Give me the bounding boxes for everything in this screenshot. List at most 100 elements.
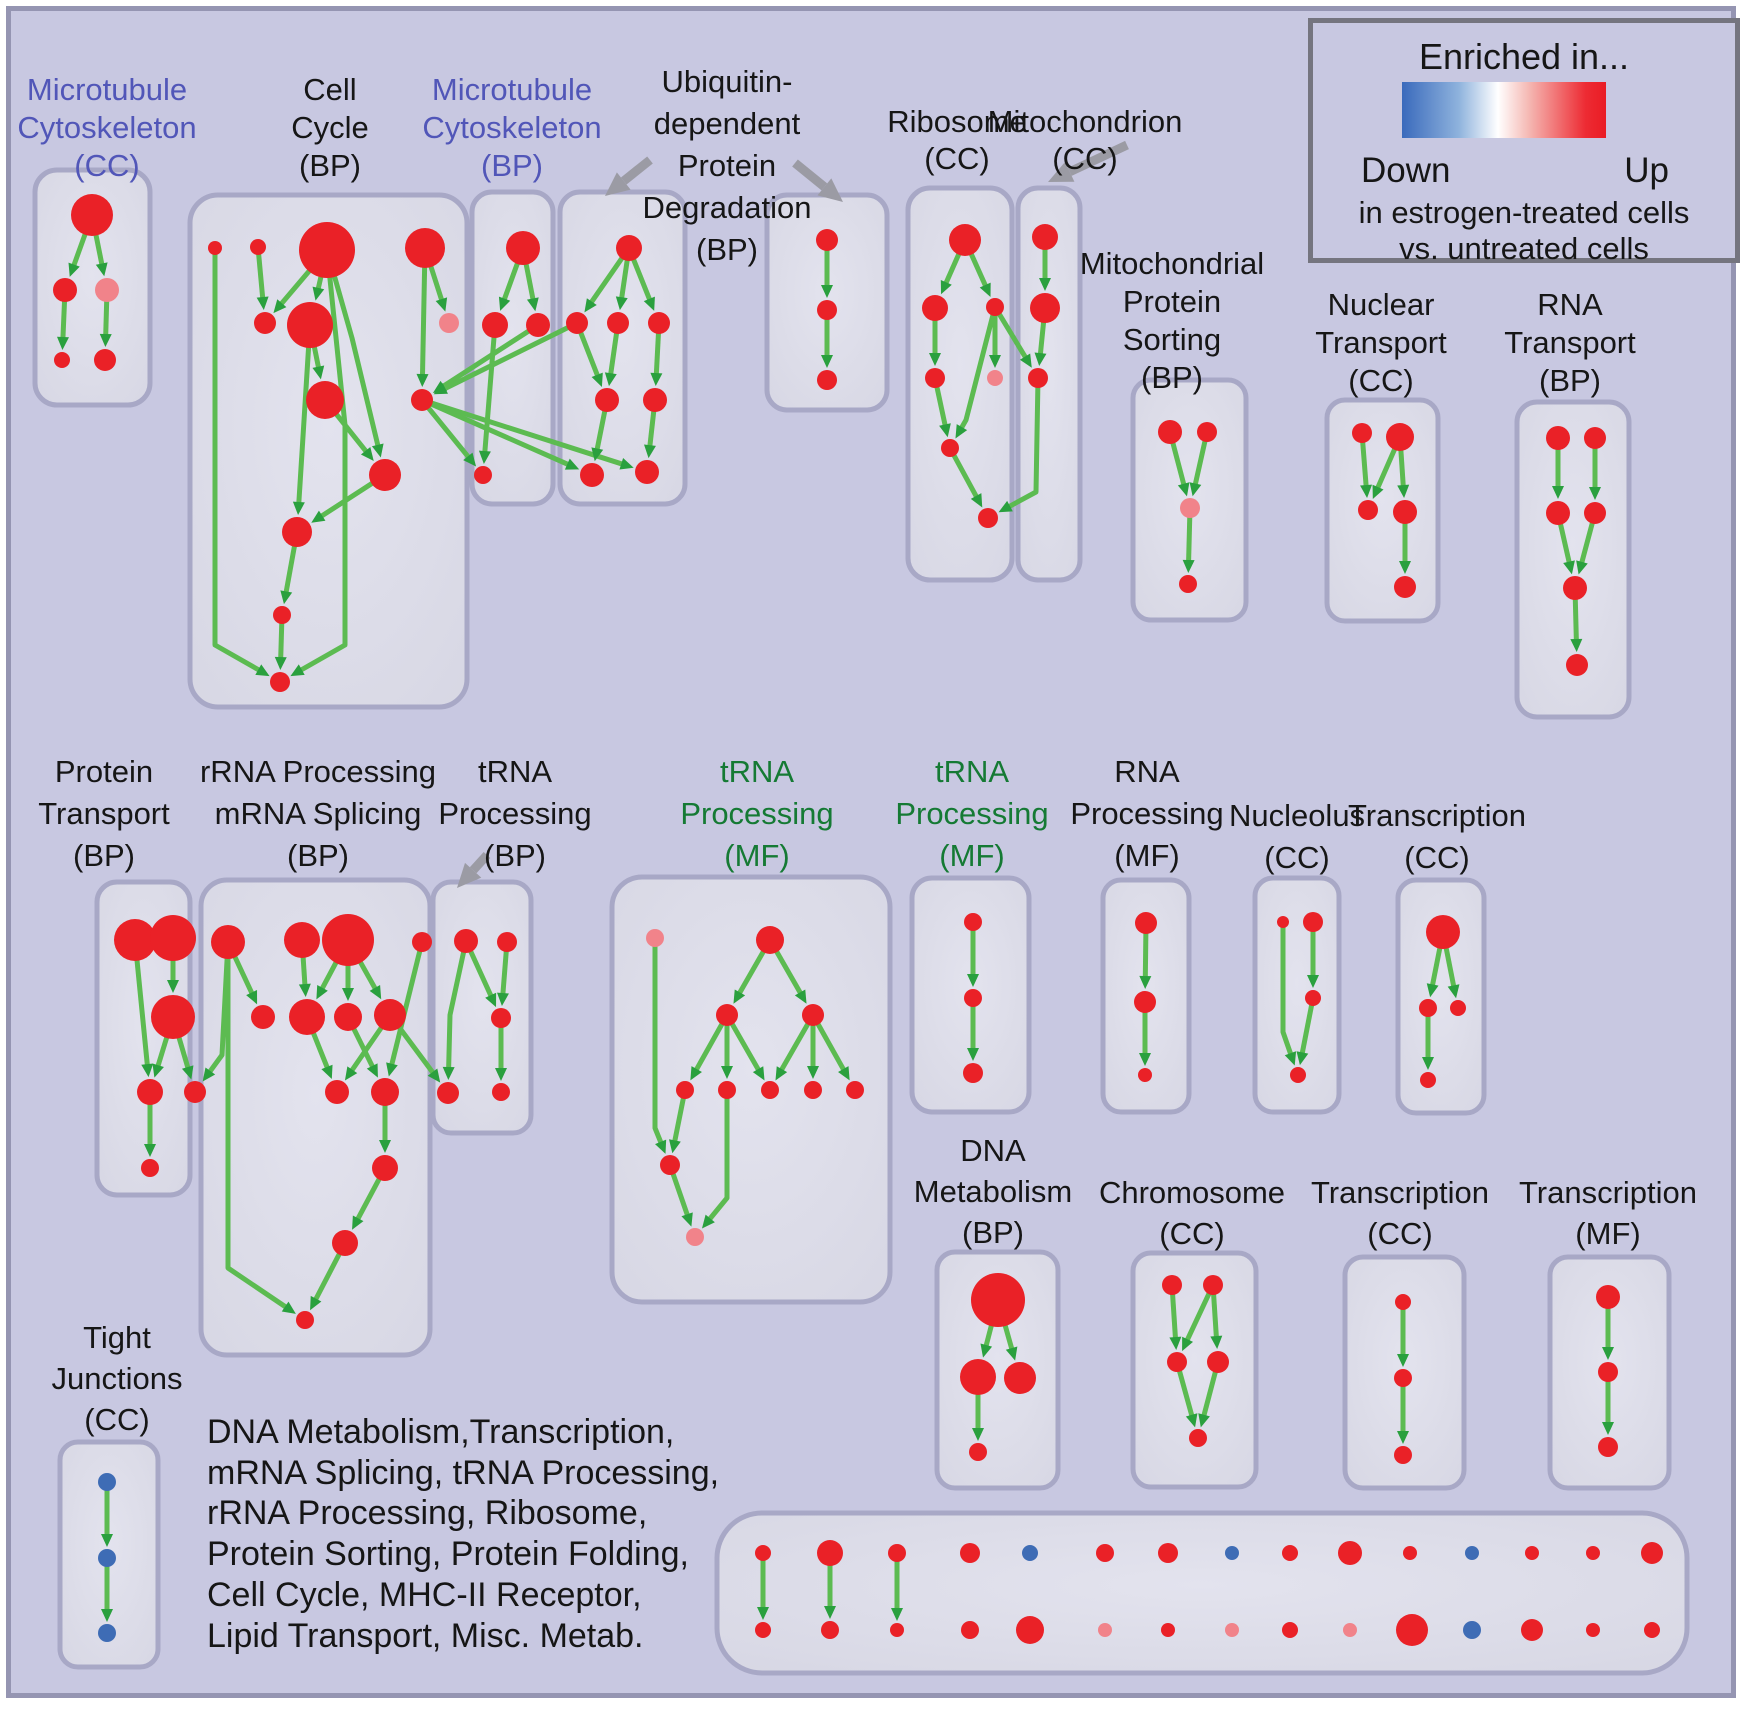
relation-arrowhead-icon	[1397, 484, 1410, 499]
relation-arrowhead-icon	[1039, 278, 1051, 291]
relation-arrowhead-icon	[321, 1064, 333, 1080]
relation-edge	[1186, 516, 1193, 564]
go-term-node	[1282, 1545, 1298, 1561]
relation-edge	[441, 325, 570, 393]
relation-edge	[60, 300, 68, 341]
relation-edge	[358, 960, 379, 992]
relation-arrowhead-icon	[1399, 561, 1411, 574]
go-term-node	[1203, 1275, 1223, 1295]
go-term-node	[1546, 426, 1570, 450]
relation-edge	[1184, 1292, 1212, 1344]
relation-arrowhead-icon	[1447, 984, 1460, 999]
relation-edge	[968, 252, 989, 289]
relation-arrowhead-icon	[1198, 1413, 1210, 1428]
go-term-node	[925, 368, 945, 388]
cluster-label-rna-transport-bp: RNA Transport (BP)	[1504, 287, 1636, 398]
relation-edge	[318, 481, 374, 520]
relation-arrowhead-icon	[1372, 484, 1384, 500]
relation-arrowhead-icon	[643, 296, 655, 311]
relation-arrowhead-icon	[1034, 352, 1047, 367]
relation-edge	[1280, 927, 1294, 1057]
relation-edge	[103, 300, 110, 338]
cluster-label-chromosome-cc: Chromosome (CC)	[1098, 1174, 1286, 1251]
relation-arrowhead-icon	[298, 983, 311, 998]
relation-arrowhead-icon	[998, 500, 1013, 513]
mitochondrion-pointer-head-icon	[1048, 161, 1075, 182]
relation-edge	[523, 263, 536, 302]
mitochondrion-pointer	[1067, 140, 1129, 176]
cluster-box-dna-metab	[934, 1249, 1061, 1491]
relation-edge	[942, 252, 962, 287]
relation-edge	[439, 328, 531, 390]
relation-edge	[736, 950, 766, 997]
relation-arrowhead-icon	[591, 447, 604, 462]
relation-arrowhead-icon	[435, 297, 448, 312]
relation-edge	[351, 1027, 376, 1070]
go-term-node	[251, 1005, 275, 1029]
go-term-node	[817, 370, 837, 390]
go-term-node	[607, 312, 629, 334]
relation-arrowhead-icon	[824, 1606, 836, 1619]
go-term-node	[1016, 1616, 1044, 1644]
relation-edge	[1578, 522, 1595, 566]
relation-edge	[778, 1022, 811, 1074]
go-term-node	[761, 1081, 779, 1099]
cluster-label-tight-junctions-cc: Tight Junctions (CC)	[51, 1319, 183, 1437]
relation-arrowhead-icon	[1576, 560, 1588, 575]
go-term-node	[322, 914, 374, 966]
go-term-node	[1386, 423, 1414, 451]
go-term-node	[646, 929, 664, 947]
relation-arrowhead-icon	[1139, 1053, 1151, 1066]
relation-arrowhead-icon	[256, 296, 269, 311]
cluster-box-rna-transport	[1514, 399, 1632, 720]
relation-arrowhead-icon	[1602, 1347, 1614, 1360]
relation-edge	[501, 262, 520, 303]
go-term-node	[94, 349, 116, 371]
go-term-node	[1032, 224, 1058, 250]
relation-arrowhead-icon	[1563, 560, 1575, 575]
go-term-node	[71, 194, 113, 236]
relation-arrowhead-icon	[312, 286, 325, 301]
go-term-node	[325, 1080, 349, 1104]
relation-arrowhead-icon	[1296, 1051, 1309, 1066]
relation-arrowhead-icon	[526, 297, 539, 312]
go-term-node	[660, 1155, 680, 1175]
go-term-node	[1179, 575, 1197, 593]
go-term-node	[1098, 1623, 1112, 1637]
relation-arrowhead-icon	[807, 1066, 819, 1079]
relation-arrowhead-icon	[1210, 1335, 1223, 1350]
relation-edge	[300, 956, 308, 988]
legend-caption-1: in estrogen-treated cells	[1358, 195, 1690, 230]
go-term-node	[273, 606, 291, 624]
go-term-node	[454, 929, 478, 953]
go-term-node	[1207, 1351, 1229, 1373]
go-term-node	[526, 313, 550, 337]
relation-arrowhead-icon	[312, 365, 325, 380]
go-term-node	[643, 388, 667, 412]
go-term-node	[1393, 500, 1417, 524]
go-term-node	[1282, 1622, 1298, 1638]
relation-edge	[729, 1022, 762, 1074]
relation-arrowhead-icon	[1570, 638, 1583, 653]
go-term-node	[1450, 1000, 1466, 1016]
cluster-label-nuclear-transport-cc: Nuclear Transport (CC)	[1315, 287, 1447, 398]
go-term-node	[1167, 1352, 1187, 1372]
relation-edge	[206, 957, 230, 1075]
relation-arrowhead-icon	[101, 1609, 113, 1622]
relation-edge	[446, 951, 467, 1071]
go-term-node	[1180, 498, 1200, 518]
relation-arrowhead-icon	[498, 296, 511, 311]
go-term-node	[1644, 1622, 1660, 1638]
go-term-node	[1598, 1362, 1618, 1382]
relation-arrowhead-icon	[141, 1063, 154, 1078]
cluster-label-mitochondrion-cc: Mitochondrion (CC)	[987, 103, 1183, 176]
cluster-box-chromosome	[1130, 1250, 1259, 1490]
go-term-node	[1598, 1437, 1618, 1457]
relation-edge	[154, 1036, 170, 1069]
relation-arrowhead-icon	[967, 974, 979, 987]
cluster-label-protein-transport-bp: Protein Transport (BP)	[38, 754, 170, 873]
relation-edge	[1211, 1293, 1220, 1340]
relation-edge	[1374, 447, 1398, 491]
relation-arrowhead-icon	[292, 501, 305, 516]
go-term-node	[718, 1081, 736, 1099]
